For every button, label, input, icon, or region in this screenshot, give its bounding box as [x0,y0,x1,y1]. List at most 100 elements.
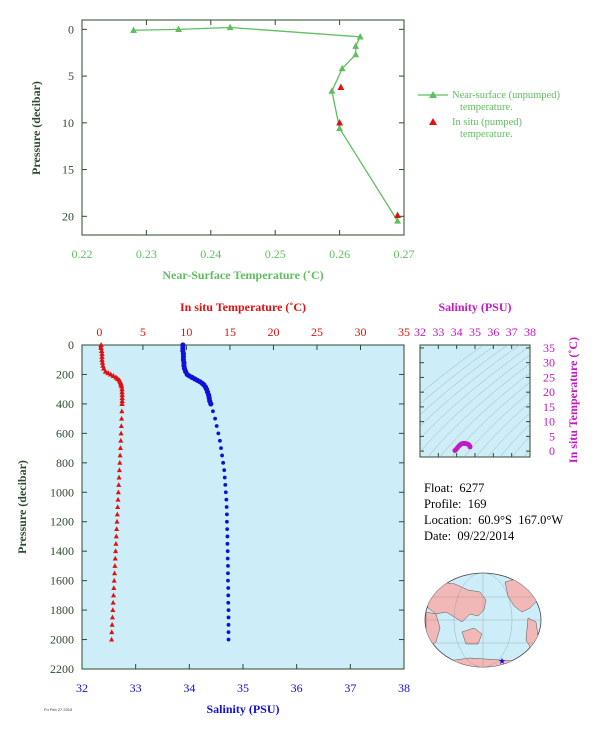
ts-salinity-tick-label: 37 [506,325,518,339]
density-contour [420,345,485,395]
float-info-panel: Float: 6277 Profile: 169 Location: 60.9°… [424,480,563,544]
temperature-point [111,577,117,583]
temperature-point [119,389,125,395]
near-surface-xtick-label: 0.27 [394,247,415,261]
salinity-point [226,615,231,620]
temperature-point [115,496,121,502]
pressure-tick-label: 1200 [50,515,74,529]
near-surface-point [336,124,344,132]
ts-salinity-tick-label: 33 [432,325,444,339]
temperature-point [119,392,125,398]
salinity-point [223,490,228,495]
temperature-point [98,344,104,351]
salinity-point [222,468,227,473]
salinity-point [224,505,229,509]
pressure-tick-label: 1000 [50,485,74,499]
density-contour [528,335,601,467]
near-surface-ytick-label: 20 [62,209,74,223]
near-surface-series-line [133,26,399,222]
near-surface-xtick-label: 0.22 [72,247,93,261]
temperature-point [112,570,118,576]
temperature-point [117,445,123,451]
salinity-point [216,431,221,436]
ts-temperature-tick-label: 5 [549,429,555,443]
temperature-point [99,350,105,356]
near-surface-ytick-label: 5 [68,69,74,83]
near-surface-point [130,26,137,33]
temperature-point [118,430,124,436]
in-situ-point [337,83,345,90]
salinity-point [225,541,230,546]
temperature-point [118,383,125,389]
temperature-point [119,408,125,414]
temperature-point [116,482,122,487]
density-contour [439,372,530,457]
profile-date: Date: 09/22/2014 [424,529,515,543]
ts-salinity-tick-label: 36 [487,325,499,339]
temperature-point [109,622,115,627]
density-contour [427,363,530,457]
near-surface-xtick-label: 0.25 [265,247,286,261]
temperature-point [98,342,104,348]
temperature-point [119,415,125,421]
density-contour [475,401,530,457]
near-surface-point [394,217,401,224]
salinity-tick-label: 36 [291,681,303,695]
salinity-point [214,424,219,428]
temperature-point [113,541,119,546]
salinity-point [226,571,230,576]
temperature-point [99,353,105,359]
pressure-tick-label: 2000 [50,633,74,647]
near-surface-legend: Near-surface (unpumped) temperature. In s… [418,90,560,140]
temperature-tick-label: 25 [311,325,323,339]
temperature-point [115,504,121,509]
temperature-tick-label: 10 [180,325,192,339]
footer-timestamp: Fri Feb 27 2015 [44,707,73,712]
salinity-point [226,564,230,568]
density-contour [420,354,530,453]
pressure-tick-label: 600 [56,426,74,440]
temperature-point [117,452,123,458]
temperature-point [113,548,119,554]
salinity-point [226,578,230,583]
ts-right-ylabel: In situ Temperature (˚C) [566,337,580,463]
ts-salinity-tick-label: 35 [469,325,481,339]
temperature-tick-label: 35 [398,325,410,339]
density-contour [463,391,530,457]
salinity-point [224,497,229,502]
temperature-tick-label: 20 [267,325,279,339]
near-surface-point [338,64,346,72]
density-contour [511,436,530,457]
near-surface-point [356,33,364,40]
temperature-point [109,629,115,635]
temperature-point [115,489,121,495]
ts-temperature-tick-label: 0 [549,444,555,458]
map-land-asia-europe [425,581,487,623]
salinity-point [221,460,226,465]
temperature-point [114,526,120,532]
salinity-tick-label: 32 [76,681,88,695]
profile-top-xlabel: In situ Temperature (˚C) [180,300,306,314]
density-contour [420,345,521,427]
salinity-point [225,534,230,539]
float-location-marker: ★ [498,656,506,666]
temperature-tick-label: 5 [140,325,146,339]
ts-top-xlabel: Salinity (PSU) [438,300,511,314]
pressure-tick-label: 400 [56,397,74,411]
salinity-point [225,519,229,524]
salinity-point [225,512,229,517]
temperature-point [117,460,123,465]
pressure-tick-label: 2200 [50,662,74,676]
salinity-point [218,438,222,443]
ts-salinity-tick-label: 32 [414,325,426,339]
near-surface-xlabel: Near-Surface Temperature (˚C) [162,268,323,282]
near-surface-ytick-label: 15 [62,163,74,177]
temperature-point [99,356,105,362]
salinity-point [225,556,230,561]
ts-salinity-tick-label: 38 [524,325,536,339]
density-contour [523,449,530,457]
ts-temperature-tick-label: 25 [543,370,555,384]
temperature-tick-label: 0 [96,325,102,339]
temperature-point [110,372,117,379]
world-map-inset: ★ [424,572,542,668]
